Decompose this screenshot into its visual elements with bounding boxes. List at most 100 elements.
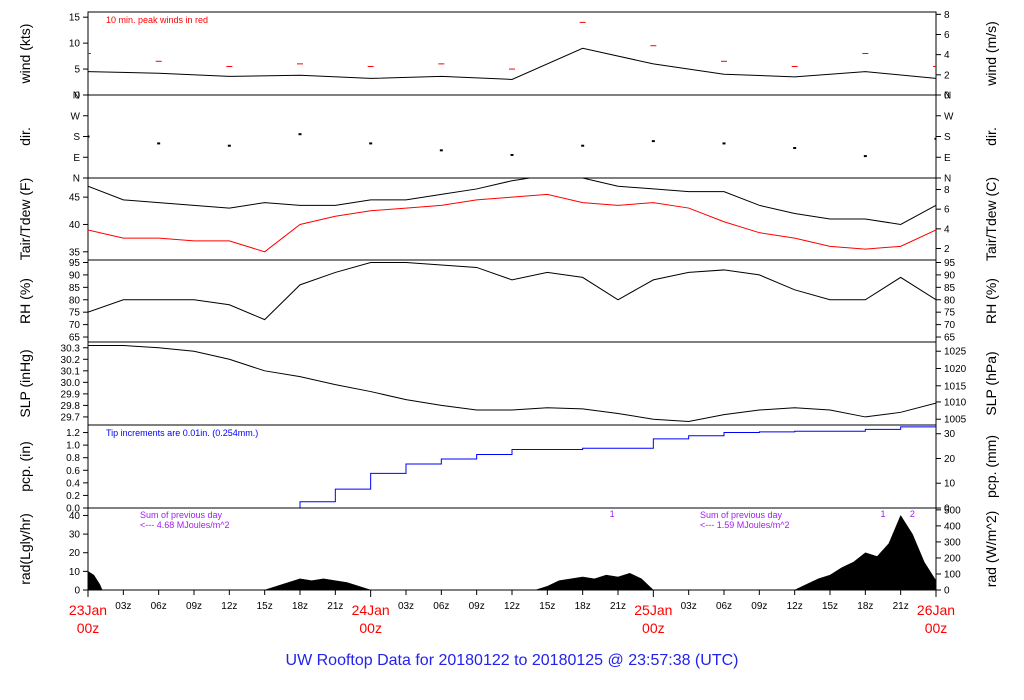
panel-data: [88, 133, 936, 158]
y-axis-label-right: Tair/Tdew (C): [983, 177, 999, 261]
x-tick-label: 15z: [539, 601, 555, 612]
y-tick-label-left: 1.2: [66, 428, 80, 439]
y-tick-label-right: 10: [944, 479, 956, 490]
y-tick-label-right: 2: [944, 244, 950, 255]
y-tick-label-right: 500: [944, 505, 961, 516]
y-tick-label-right: 0: [944, 91, 950, 102]
y-tick-label-right: 100: [944, 569, 961, 580]
y-tick-label-left: 30.2: [61, 355, 81, 366]
panel-data: [88, 426, 936, 508]
panel-data: [88, 514, 936, 590]
x-tick-label: 15z: [257, 601, 273, 612]
y-tick-label-right: E: [944, 153, 951, 164]
panel-3: Tair/Tdew (F) Tair/Tdew (C) 35 40 45 2 4 6 8: [17, 177, 999, 261]
y-tick-label-left: 0: [74, 91, 80, 102]
y-tick-label-right: 75: [944, 308, 956, 319]
y-tick-label-left: 30: [69, 530, 81, 541]
y-tick-label-left: 35: [69, 247, 81, 258]
y-tick-label-left: 30.1: [61, 366, 81, 377]
y-tick-label-left: 20: [69, 548, 81, 559]
y-tick-label-right: 20: [944, 454, 956, 465]
y-axis-label-right: dir.: [983, 127, 999, 146]
data-point: [863, 155, 867, 158]
y-tick-label-left: 30.0: [61, 378, 81, 389]
x-tick-label: 09z: [751, 601, 767, 612]
x-tick-label: 12z: [221, 601, 237, 612]
y-tick-label-right: 6: [944, 30, 950, 41]
y-axis-label-right: pcp. (mm): [983, 435, 999, 498]
x-tick-label: 21z: [893, 601, 909, 612]
x-tick-label: 18z: [857, 601, 873, 612]
series-line-2: [88, 193, 936, 253]
data-point: [510, 153, 514, 156]
x-tick-label: 09z: [469, 601, 485, 612]
data-point: [88, 135, 90, 138]
y-tick-label-right: 300: [944, 537, 961, 548]
y-axis-label-left: pcp. (in): [17, 441, 33, 492]
y-tick-label-right: 70: [944, 320, 956, 331]
x-tick-label: 03z: [115, 601, 131, 612]
y-tick-label-left: 90: [69, 270, 81, 281]
y-tick-label-left: 0.2: [66, 491, 80, 502]
panel-data: [88, 261, 936, 321]
y-tick-label-right: N: [944, 174, 951, 185]
y-tick-label-left: N: [73, 174, 80, 185]
y-tick-label-left: 40: [69, 511, 81, 522]
x-day-label: 23Jan: [69, 602, 107, 618]
y-tick-label-left: N: [73, 91, 80, 102]
radiation-sum-note: <--- 1.59 MJoules/m^2: [700, 520, 790, 530]
data-point: [934, 137, 936, 140]
y-axis-label-right: SLP (hPa): [983, 351, 999, 415]
series-line-1: [88, 47, 936, 80]
series-line-1: [88, 178, 936, 225]
panel-1: wind (kts) wind (m/s) 0 5 10 15 0 2 4 6 8 10 min. p…: [17, 10, 999, 102]
y-tick-label-left: 0.4: [66, 478, 80, 489]
x-tick-label: 18z: [575, 601, 591, 612]
x-day-label: 25Jan: [634, 602, 672, 618]
y-tick-label-left: 1.0: [66, 441, 80, 452]
radiation-marker: 1: [880, 509, 885, 519]
y-tick-label-left: 0.0: [66, 504, 80, 515]
x-tick-label: 06z: [151, 601, 167, 612]
y-tick-label-left: 85: [69, 283, 81, 294]
data-point: [298, 133, 302, 136]
panel-data: [88, 344, 936, 423]
y-tick-label-left: 29.8: [61, 401, 81, 412]
radiation-marker: 1: [610, 509, 615, 519]
data-point: [369, 142, 373, 145]
x-day-time-label: 00z: [359, 620, 382, 636]
y-tick-label-left: 70: [69, 320, 81, 331]
y-tick-label-right: 1010: [944, 397, 967, 408]
y-tick-label-right: 4: [944, 224, 950, 235]
y-tick-label-left: 30.3: [61, 343, 81, 354]
data-point: [157, 142, 161, 145]
y-tick-label-left: S: [73, 132, 80, 143]
panel-frame: [87, 11, 937, 96]
x-tick-label: 12z: [504, 601, 520, 612]
x-tick-label: 06z: [716, 601, 732, 612]
x-tick-label: 03z: [398, 601, 414, 612]
y-tick-label-left: 75: [69, 308, 81, 319]
radiation-marker: 2: [910, 509, 915, 519]
panel-frame: [87, 94, 937, 179]
y-axis-label-left: dir.: [17, 127, 33, 146]
y-tick-label-left: 29.9: [61, 389, 81, 400]
y-tick-label-left: 80: [69, 295, 81, 306]
panel-5: SLP (inHg) SLP (hPa)29.729.829.930.030.13…: [17, 341, 999, 426]
x-day-time-label: 00z: [77, 620, 100, 636]
series-line-1: [88, 426, 936, 508]
data-point: [722, 142, 726, 145]
y-tick-label-left: 65: [69, 333, 81, 344]
x-tick-label: 03z: [681, 601, 697, 612]
x-day-label: 26Jan: [917, 602, 955, 618]
y-tick-label-left: 0.8: [66, 453, 80, 464]
data-point: [227, 144, 231, 147]
y-axis-label-left: SLP (inHg): [17, 349, 33, 417]
y-tick-label-right: 1015: [944, 381, 967, 392]
y-tick-label-right: 4: [944, 50, 950, 61]
y-tick-label-right: S: [944, 132, 951, 143]
y-axis-label-left: Tair/Tdew (F): [17, 178, 33, 260]
x-tick-label: 06z: [433, 601, 449, 612]
